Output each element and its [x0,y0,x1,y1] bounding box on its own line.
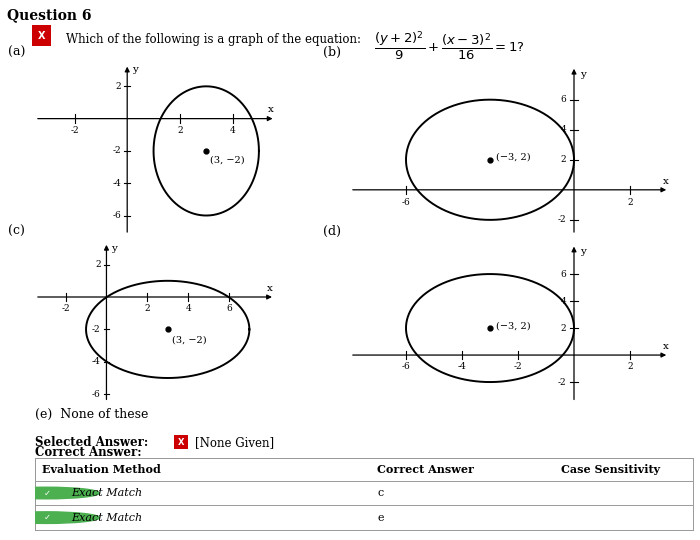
Text: 6: 6 [561,269,566,279]
Text: -6: -6 [402,198,410,207]
Text: -6: -6 [402,362,410,372]
Text: (d): (d) [323,225,342,238]
Text: 6: 6 [561,95,566,104]
Text: (b): (b) [323,46,342,59]
Text: Evaluation Method: Evaluation Method [41,464,160,475]
Text: -2: -2 [558,215,566,225]
Text: 2: 2 [627,362,633,372]
Text: -2: -2 [70,126,79,136]
Text: -6: -6 [92,390,101,399]
Text: Correct Answer:: Correct Answer: [35,446,141,459]
Text: y: y [580,70,586,79]
Text: (c): (c) [8,225,25,238]
Text: [None Given]: [None Given] [195,436,274,449]
Text: 2: 2 [561,323,566,333]
Text: 4: 4 [561,296,566,306]
Text: Exact Match: Exact Match [71,488,142,498]
Text: 4: 4 [186,304,191,313]
Text: -2: -2 [558,377,566,387]
Text: Case Sensitivity: Case Sensitivity [561,464,661,475]
Text: x: x [267,284,272,293]
Text: -6: -6 [113,211,121,220]
Text: 2: 2 [177,126,183,136]
Text: -2: -2 [92,325,101,334]
Text: X: X [38,31,45,40]
Text: 2: 2 [627,198,633,207]
Text: -4: -4 [458,362,466,372]
Text: ✓: ✓ [43,489,50,497]
Text: -2: -2 [113,146,121,156]
Text: ✓: ✓ [43,513,50,522]
Text: y: y [132,65,137,75]
Text: (3, −2): (3, −2) [210,156,245,165]
Text: 2: 2 [561,156,566,164]
Text: 2: 2 [116,82,121,91]
Text: x: x [663,342,669,351]
Text: (−3, 2): (−3, 2) [496,152,530,161]
Text: 2: 2 [95,260,101,269]
Text: (a): (a) [8,46,26,59]
Text: Question 6: Question 6 [7,8,92,22]
Text: 6: 6 [226,304,232,313]
Text: x: x [268,105,274,114]
Text: y: y [111,244,117,253]
Text: 4: 4 [561,125,566,134]
Text: 4: 4 [230,126,235,136]
Text: -4: -4 [92,357,101,366]
Text: -4: -4 [113,179,121,188]
Text: y: y [580,247,586,256]
Text: X: X [177,438,184,447]
Text: 2: 2 [144,304,150,313]
Text: -2: -2 [62,304,70,313]
Text: Correct Answer: Correct Answer [377,464,474,475]
Text: (−3, 2): (−3, 2) [496,321,530,330]
Circle shape [0,487,99,499]
Circle shape [0,512,99,523]
Text: -2: -2 [514,362,522,372]
Text: c: c [377,488,384,498]
Text: Exact Match: Exact Match [71,512,142,523]
Text: Selected Answer:: Selected Answer: [35,436,148,449]
Text: x: x [663,177,669,186]
Text: $\dfrac{(y+2)^2}{9}+\dfrac{(x-3)^2}{16}=1?$: $\dfrac{(y+2)^2}{9}+\dfrac{(x-3)^2}{16}=… [374,30,525,63]
Text: (3, −2): (3, −2) [172,336,206,345]
Text: e: e [377,512,384,523]
Text: Which of the following is a graph of the equation:: Which of the following is a graph of the… [66,33,361,46]
Text: (e)  None of these: (e) None of these [35,408,148,421]
